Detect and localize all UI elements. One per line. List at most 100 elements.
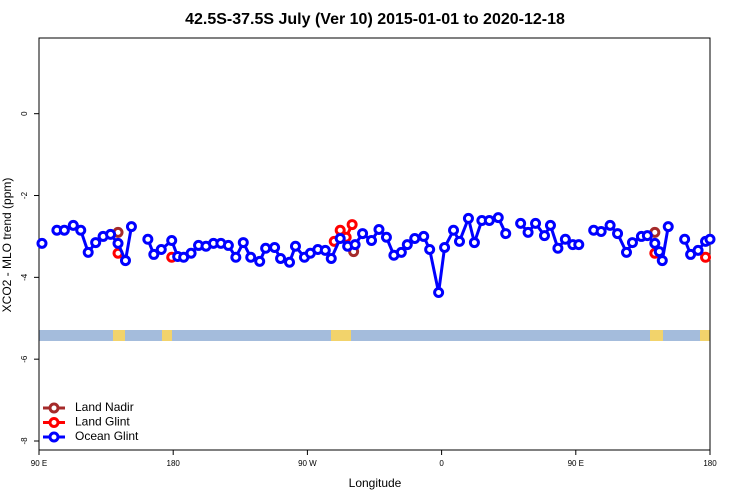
data-point [604, 219, 616, 231]
data-point [112, 237, 124, 249]
data-point [284, 256, 296, 268]
data-point [373, 223, 385, 235]
land-patch [650, 330, 663, 341]
data-point [595, 226, 607, 238]
data-point [453, 235, 465, 247]
legend-label: Ocean Glint [75, 429, 139, 443]
data-point [492, 212, 504, 224]
data-point [433, 286, 445, 298]
data-point [418, 230, 430, 242]
data-point [237, 237, 249, 249]
data-point [125, 221, 137, 233]
x-axis-label: Longitude [349, 476, 402, 490]
data-point [349, 239, 361, 251]
land-patch [162, 330, 172, 341]
x-tick-label: 180 [703, 459, 717, 468]
data-point [82, 246, 94, 258]
land-patch [700, 330, 710, 341]
x-tick-label: 90 W [298, 459, 317, 468]
data-point [142, 233, 154, 245]
data-point [653, 246, 665, 258]
data-point [692, 244, 704, 256]
data-point [439, 241, 451, 253]
data-point [483, 214, 495, 226]
data-point [380, 231, 392, 243]
data-point [105, 228, 117, 240]
data-point [254, 255, 266, 267]
data-point [75, 224, 87, 236]
y-tick-label: 0 [20, 111, 29, 116]
data-point [90, 237, 102, 249]
data-point [700, 251, 712, 263]
data-point [424, 244, 436, 256]
land-patch [331, 330, 351, 341]
data-point [515, 217, 527, 229]
data-point [448, 224, 460, 236]
data-point [119, 255, 131, 267]
ocean-strip [39, 330, 710, 341]
data-point [552, 242, 564, 254]
data-point [245, 251, 257, 263]
data-point [185, 247, 197, 259]
y-tick-label: -2 [20, 191, 29, 199]
data-point [620, 246, 632, 258]
land-patch [113, 330, 125, 341]
data-point [166, 235, 178, 247]
data-point [325, 253, 337, 265]
y-tick-label: -8 [20, 437, 29, 445]
data-point [148, 248, 160, 260]
data-point [319, 244, 331, 256]
data-point [409, 232, 421, 244]
x-tick-label: 0 [439, 459, 444, 468]
data-point [573, 239, 585, 251]
data-point [357, 228, 369, 240]
data-point [366, 235, 378, 247]
data-point [462, 212, 474, 224]
data-point [626, 237, 638, 249]
data-point [679, 233, 691, 245]
data-point [222, 239, 234, 251]
data-point [612, 228, 624, 240]
x-tick-label: 90 E [31, 459, 47, 468]
data-point [289, 240, 301, 252]
data-point [656, 255, 668, 267]
data-point [260, 242, 272, 254]
data-point [704, 233, 716, 245]
data-point [401, 239, 413, 251]
x-tick-label: 180 [167, 459, 181, 468]
data-point [155, 244, 167, 256]
data-point [395, 246, 407, 258]
data-point [275, 253, 287, 265]
legend-label: Land Glint [75, 415, 130, 429]
y-tick-label: -4 [20, 273, 29, 281]
data-point [230, 251, 242, 263]
data-point [538, 230, 550, 242]
data-point [468, 237, 480, 249]
data-point [544, 219, 556, 231]
surface-strip [39, 330, 710, 341]
data-point [36, 237, 48, 249]
data-point [334, 232, 346, 244]
data-point [649, 237, 661, 249]
data-point [346, 219, 358, 231]
x-tick-label: 90 E [568, 459, 584, 468]
legend-marker [48, 431, 60, 443]
data-point [269, 241, 281, 253]
y-tick-label: -6 [20, 355, 29, 363]
data-point [58, 224, 70, 236]
legend-label: Land Nadir [75, 400, 134, 414]
data-point [500, 228, 512, 240]
legend-marker [48, 417, 60, 428]
data-point [662, 221, 674, 233]
y-axis-label: XCO2 - MLO trend (ppm) [0, 178, 14, 313]
data-point [559, 233, 571, 245]
data-point [641, 230, 653, 242]
chart-title: 42.5S-37.5S July (Ver 10) 2015-01-01 to … [185, 11, 565, 28]
legend-marker [48, 402, 60, 414]
data-point [530, 217, 542, 229]
data-point [67, 219, 79, 231]
data-point [522, 226, 534, 238]
